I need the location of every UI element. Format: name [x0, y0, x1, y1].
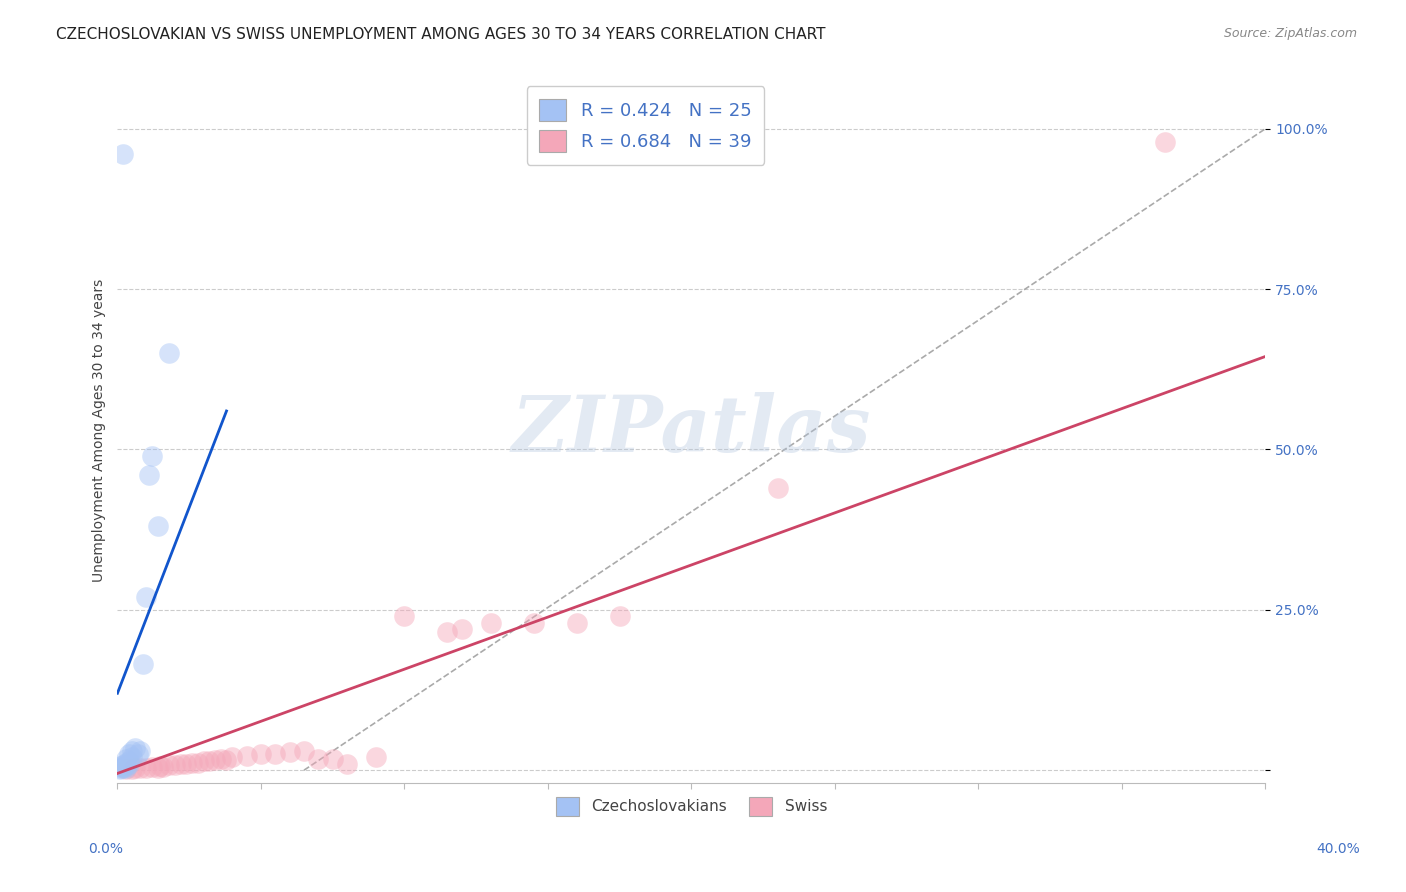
Point: [292, 744, 315, 758]
Point: [565, 615, 588, 630]
Point: [118, 756, 141, 771]
Text: 0.0%: 0.0%: [89, 842, 122, 856]
Point: [394, 609, 416, 624]
Point: [479, 615, 502, 630]
Text: 40.0%: 40.0%: [1316, 842, 1361, 856]
Point: [364, 750, 387, 764]
Point: [152, 760, 174, 774]
Point: [112, 758, 135, 772]
Point: [204, 753, 226, 767]
Point: [264, 747, 287, 761]
Text: CZECHOSLOVAKIAN VS SWISS UNEMPLOYMENT AMONG AGES 30 TO 34 YEARS CORRELATION CHAR: CZECHOSLOVAKIAN VS SWISS UNEMPLOYMENT AM…: [56, 27, 825, 42]
Point: [129, 744, 152, 758]
Point: [193, 754, 215, 768]
Point: [115, 756, 138, 770]
Point: [522, 615, 544, 630]
Point: [135, 590, 157, 604]
Point: [278, 745, 301, 759]
Point: [127, 747, 149, 761]
Point: [221, 750, 243, 764]
Point: [198, 754, 221, 768]
Point: [157, 758, 180, 772]
Point: [112, 761, 135, 775]
Point: [115, 758, 138, 772]
Point: [250, 747, 273, 761]
Point: [1154, 135, 1177, 149]
Point: [118, 747, 141, 761]
Legend: Czechoslovakians, Swiss: Czechoslovakians, Swiss: [547, 788, 837, 825]
Point: [187, 756, 209, 770]
Point: [115, 752, 138, 766]
Point: [121, 762, 143, 776]
Point: [336, 756, 359, 771]
Point: [138, 468, 160, 483]
Point: [115, 762, 138, 776]
Y-axis label: Unemployment Among Ages 30 to 34 years: Unemployment Among Ages 30 to 34 years: [93, 278, 107, 582]
Point: [450, 622, 472, 636]
Text: Source: ZipAtlas.com: Source: ZipAtlas.com: [1223, 27, 1357, 40]
Point: [307, 752, 329, 766]
Point: [436, 625, 458, 640]
Point: [209, 752, 232, 766]
Point: [157, 346, 180, 360]
Point: [146, 761, 169, 775]
Point: [146, 519, 169, 533]
Point: [235, 749, 257, 764]
Point: [609, 609, 631, 624]
Point: [141, 449, 163, 463]
Point: [169, 756, 191, 771]
Point: [135, 761, 157, 775]
Point: [118, 754, 141, 768]
Point: [149, 759, 172, 773]
Point: [132, 657, 155, 672]
Point: [124, 761, 146, 775]
Point: [110, 762, 132, 776]
Point: [766, 481, 789, 495]
Point: [121, 744, 143, 758]
Point: [110, 759, 132, 773]
Point: [129, 761, 152, 775]
Point: [176, 756, 198, 771]
Point: [121, 750, 143, 764]
Point: [112, 147, 135, 161]
Point: [163, 758, 186, 772]
Point: [112, 760, 135, 774]
Text: ZIPatlas: ZIPatlas: [512, 392, 872, 468]
Point: [215, 753, 238, 767]
Point: [115, 761, 138, 775]
Point: [322, 752, 344, 766]
Point: [110, 761, 132, 775]
Point: [181, 756, 204, 770]
Point: [124, 740, 146, 755]
Point: [141, 760, 163, 774]
